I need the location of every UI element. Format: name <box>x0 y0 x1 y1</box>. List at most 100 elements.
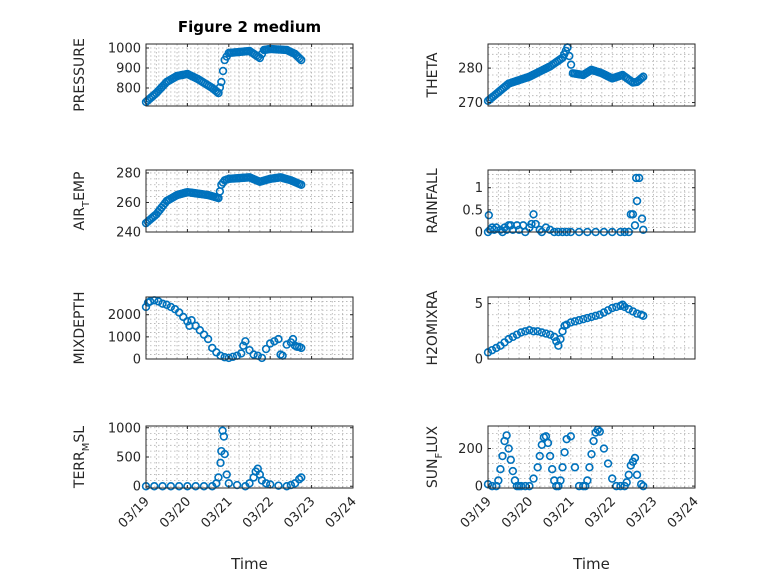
data-point <box>274 334 283 344</box>
data-point <box>585 463 594 472</box>
series-markers <box>483 425 648 491</box>
data-point <box>222 470 231 479</box>
x-tick-label: 03/22 <box>240 494 277 531</box>
data-point <box>282 340 291 349</box>
data-point <box>587 449 596 459</box>
data-point <box>562 320 571 329</box>
data-point <box>245 345 254 355</box>
data-point <box>566 432 575 441</box>
data-point <box>545 330 555 339</box>
x-tick-label: 03/22 <box>582 494 619 531</box>
data-point <box>220 353 229 362</box>
y-axis-label: THETA <box>425 52 441 98</box>
data-point <box>496 465 505 474</box>
data-point <box>502 431 511 440</box>
y-axis-label: PRESSURE <box>72 38 88 112</box>
x-tick-label: 03/20 <box>157 494 194 531</box>
data-point <box>508 466 518 476</box>
data-point <box>537 328 547 337</box>
x-tick-label: 03/20 <box>499 494 536 531</box>
x-tick-label: 03/24 <box>323 494 360 531</box>
data-point <box>603 459 613 468</box>
axes-frame <box>487 425 696 489</box>
data-point <box>255 53 265 63</box>
y-tick-label: 0 <box>475 480 483 495</box>
chart-title: Figure 2 medium <box>178 18 321 36</box>
plot-area <box>488 297 695 359</box>
y-axis-label: TERRMSL <box>72 426 92 489</box>
data-point <box>527 219 536 229</box>
subplot-4: 0 0.5 1 RAINFALL <box>425 168 696 241</box>
data-point <box>220 449 229 459</box>
data-point <box>492 223 501 232</box>
data-point <box>239 341 248 350</box>
x-tick-label: 03/21 <box>199 494 236 531</box>
data-point <box>274 481 283 490</box>
x-tick-label: 03/21 <box>541 494 578 531</box>
y-tick-label: 1000 <box>108 42 141 57</box>
y-tick-label: 900 <box>116 62 141 77</box>
data-point <box>529 474 538 483</box>
data-point <box>162 300 171 309</box>
data-point <box>574 316 584 325</box>
x-tick-label: 03/23 <box>281 494 318 531</box>
data-point <box>616 481 625 491</box>
y-tick-label: 5 <box>475 297 483 312</box>
data-point <box>297 343 306 353</box>
data-point <box>516 328 526 337</box>
subplot-8: 0 200 03/19 03/20 03/21 03/22 03/23 03/24 Time SU… <box>425 425 702 573</box>
data-point <box>241 337 250 346</box>
y-tick-label: 2000 <box>108 308 141 323</box>
data-point <box>599 444 609 453</box>
subplot-2: 270 280 THETA <box>425 43 696 111</box>
data-point <box>556 334 565 344</box>
data-point <box>583 313 592 323</box>
data-point <box>545 451 555 461</box>
data-point <box>583 476 592 485</box>
data-point <box>219 432 229 441</box>
data-point <box>622 478 631 487</box>
data-point <box>639 72 648 81</box>
subplot-1: 800 900 1000 PRESSURE Figure 2 medium <box>72 18 354 112</box>
y-tick-label: 1000 <box>108 330 141 345</box>
data-point <box>217 77 226 87</box>
data-point <box>566 318 575 327</box>
data-point <box>512 330 522 339</box>
data-point <box>214 473 223 482</box>
data-point <box>535 451 544 461</box>
data-point <box>494 476 503 485</box>
data-point <box>297 55 306 65</box>
data-point <box>516 481 526 491</box>
x-axis-label: Time <box>572 555 610 573</box>
data-point <box>541 223 551 232</box>
data-point <box>607 474 617 483</box>
y-axis-label: AIRTEMP <box>72 172 92 231</box>
y-tick-label: 280 <box>458 62 483 77</box>
data-point <box>208 343 217 353</box>
data-point <box>566 60 576 69</box>
data-point <box>618 300 627 309</box>
data-point <box>632 470 642 480</box>
data-point <box>294 475 304 484</box>
data-point <box>607 303 617 313</box>
y-tick-label: 0 <box>133 353 141 368</box>
axes-frame <box>145 43 354 107</box>
data-point <box>498 451 507 461</box>
data-point <box>166 482 176 491</box>
data-point <box>245 479 254 488</box>
axes-frame <box>487 296 696 360</box>
subplot-6: 0 5 H2OMIXRA <box>425 290 696 368</box>
data-point <box>589 436 598 446</box>
x-axis-label: Time <box>230 555 268 573</box>
data-point <box>552 337 561 346</box>
data-point <box>624 304 633 314</box>
y-axis-label: MIXDEPTH <box>72 292 88 365</box>
axes-frame <box>487 43 696 107</box>
series-markers <box>141 296 306 363</box>
data-point <box>174 482 184 491</box>
subplot-7: 0 500 1000 03/19 03/20 03/21 03/22 03/23 03/24 Ti… <box>72 421 360 573</box>
data-point <box>487 345 497 355</box>
data-point <box>228 352 238 361</box>
data-point <box>603 306 613 315</box>
